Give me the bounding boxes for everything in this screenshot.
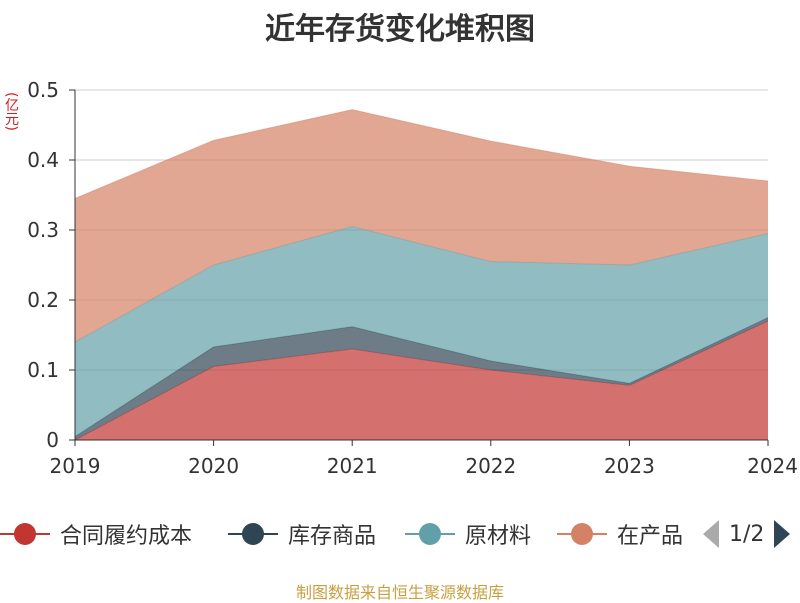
legend-item[interactable]: 原材料 <box>405 514 531 554</box>
legend-swatch-icon <box>405 522 455 546</box>
legend-next-page-icon[interactable] <box>774 520 791 548</box>
series-line-4 <box>74 109 769 199</box>
legend-item[interactable]: 合同履约成本 <box>0 514 192 554</box>
legend-page-indicator: 1/2 <box>729 521 765 547</box>
y-axis-unit-label: (亿元) <box>3 92 19 131</box>
x-tick-label: 2019 <box>50 454 101 478</box>
legend-label: 在产品 <box>617 524 684 549</box>
legend-label: 库存商品 <box>288 524 377 549</box>
y-tick-label: 0 <box>46 428 59 452</box>
legend-prev-page-icon[interactable] <box>703 520 719 548</box>
y-axis-tick-labels: 0 0.1 0.2 0.3 0.4 0.5 <box>27 78 59 452</box>
x-tick-label: 2023 <box>604 454 655 478</box>
legend-item[interactable]: 在产品 <box>557 514 683 554</box>
legend-swatch-icon <box>228 522 278 546</box>
legend-swatch-icon <box>557 522 607 546</box>
axes <box>69 89 769 446</box>
y-tick-label: 0.4 <box>27 148 59 172</box>
source-note: 制图数据来自恒生聚源数据库 <box>295 583 504 602</box>
x-tick-label: 2020 <box>188 454 239 478</box>
legend-label: 原材料 <box>465 524 532 549</box>
x-tick-label: 2022 <box>465 454 516 478</box>
area-series-1 <box>75 321 768 440</box>
x-tick-label: 2021 <box>327 454 378 478</box>
legend-items: 合同履约成本 库存商品 原材料 在产品 <box>0 514 686 554</box>
legend: 合同履约成本 库存商品 原材料 在产品 1/2 <box>0 514 800 554</box>
area-series-layer <box>74 109 769 441</box>
area-series-2 <box>75 317 768 440</box>
y-tick-label: 0.1 <box>27 358 59 382</box>
chart-title: 近年存货变化堆积图 <box>265 12 535 47</box>
area-series-4 <box>75 109 768 342</box>
x-tick-label: 2024 <box>747 454 798 478</box>
area-series-3 <box>75 226 768 437</box>
legend-item[interactable]: 库存商品 <box>228 514 376 554</box>
legend-swatch-icon <box>0 522 50 546</box>
legend-label: 合同履约成本 <box>60 524 193 549</box>
legend-pager: 1/2 <box>703 514 791 554</box>
y-tick-label: 0.5 <box>27 78 59 102</box>
y-tick-label: 0.3 <box>27 218 59 242</box>
x-axis-tick-labels: 2019 2020 2021 2022 2023 2024 <box>50 454 798 478</box>
y-tick-label: 0.2 <box>27 288 59 312</box>
